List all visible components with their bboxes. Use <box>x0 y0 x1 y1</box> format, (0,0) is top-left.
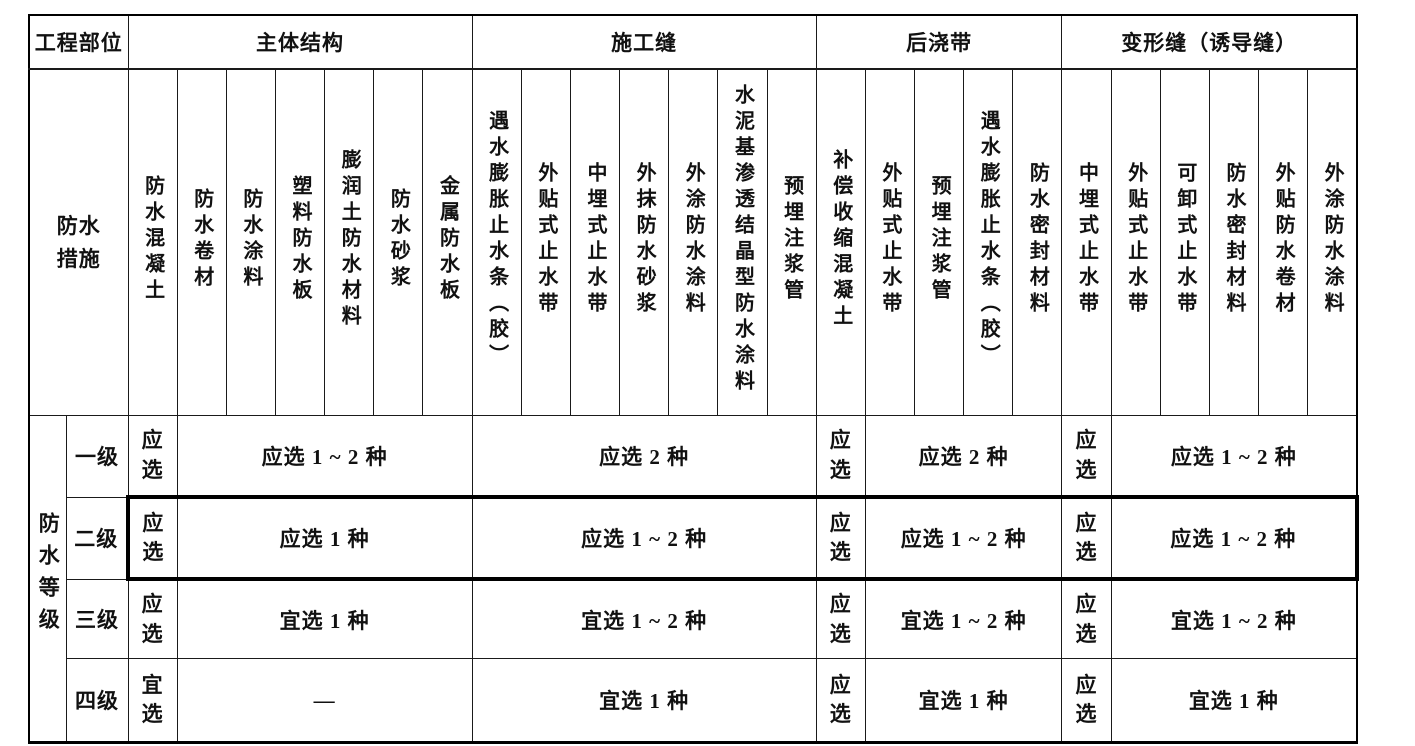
measure-column-header: 膨润土防水材料 <box>324 68 375 416</box>
measure-column-header: 外贴防水卷材 <box>1258 68 1309 416</box>
selection-cell: 应选 <box>127 578 178 659</box>
selection-cell: 应选 <box>1061 495 1112 581</box>
measure-header-row: 防水措施 防水混凝土 防水卷材 防水涂料 塑料防水板 膨润土防水材料 防水砂浆 … <box>28 68 1358 416</box>
measure-column-header: 防水密封材料 <box>1012 68 1063 416</box>
measure-column-header: 遇水膨胀止水条（胶） <box>471 68 522 416</box>
selection-cell: 应选 1 ~ 2 种 <box>471 495 817 581</box>
grade-row-4: 四级 宜选 — 宜选 1 种 应选 宜选 1 种 应选 宜选 1 种 <box>29 658 1358 743</box>
section-header-row: 工程部位 主体结构 施工缝 后浇带 变形缝（诱导缝） <box>28 14 1358 70</box>
measure-column-header: 水泥基渗透结晶型防水涂料 <box>717 68 768 416</box>
section-header-deformation-joint: 变形缝（诱导缝） <box>1061 14 1358 70</box>
selection-cell: 宜选 1 种 <box>864 658 1063 743</box>
selection-cell: 应选 2 种 <box>471 415 817 498</box>
measure-column-header: 防水混凝土 <box>127 68 178 416</box>
waterproofing-selection-table: 工程部位 主体结构 施工缝 后浇带 变形缝（诱导缝） 防水措施 防水混凝土 防水… <box>28 14 1359 744</box>
selection-cell: 应选 1 种 <box>176 495 473 581</box>
corner-waterproof-measures: 防水措施 <box>28 68 129 416</box>
selection-cell: 应选 <box>125 495 178 581</box>
grade-label: 二级 <box>65 496 129 580</box>
section-header-construction-joint: 施工缝 <box>471 14 817 70</box>
selection-cell: 应选 <box>127 415 178 498</box>
selection-cell: 应选 1 ~ 2 种 <box>176 415 473 498</box>
measure-column-header: 遇水膨胀止水条（胶） <box>963 68 1014 416</box>
measure-column-header: 塑料防水板 <box>274 68 326 416</box>
measures-label: 防水措施 <box>56 213 101 271</box>
grade-label: 四级 <box>65 658 129 743</box>
measure-column-header: 外涂防水涂料 <box>1307 68 1358 416</box>
section-header-post-cast-strip: 后浇带 <box>815 14 1063 70</box>
grade-label: 一级 <box>65 415 129 498</box>
measure-column-header: 防水砂浆 <box>373 68 424 416</box>
section-header-main-structure: 主体结构 <box>127 14 473 70</box>
measure-column-header: 防水密封材料 <box>1208 68 1260 416</box>
measure-column-header: 防水涂料 <box>225 68 276 416</box>
selection-cell: 应选 1 ~ 2 种 <box>864 495 1063 581</box>
grade-label: 三级 <box>65 578 129 659</box>
grade-row-1: 防水等级 一级 应选 应选 1 ~ 2 种 应选 2 种 应选 应选 2 种 应… <box>28 415 1358 743</box>
selection-cell: — <box>176 658 473 743</box>
measure-column-header: 可卸式止水带 <box>1159 68 1210 416</box>
measure-column-header: 预埋注浆管 <box>766 68 817 416</box>
selection-cell: 应选 <box>1061 578 1112 659</box>
selection-cell: 应选 1 ~ 2 种 <box>1110 495 1359 581</box>
measure-column-header: 预埋注浆管 <box>913 68 965 416</box>
measure-column-header: 补偿收缩混凝土 <box>815 68 866 416</box>
selection-cell: 宜选 <box>127 658 178 743</box>
selection-cell: 宜选 1 种 <box>176 578 473 659</box>
selection-cell: 宜选 1 ~ 2 种 <box>471 578 817 659</box>
selection-cell: 应选 <box>1061 415 1112 498</box>
selection-cell: 应选 1 ~ 2 种 <box>1110 415 1358 498</box>
grade-axis-label: 防水等级 <box>28 415 67 743</box>
measure-column-header: 金属防水板 <box>422 68 473 416</box>
selection-cell: 宜选 1 ~ 2 种 <box>1110 578 1358 659</box>
grade-row-3: 三级 应选 宜选 1 种 宜选 1 ~ 2 种 应选 宜选 1 ~ 2 种 应选… <box>29 578 1358 659</box>
selection-cell: 应选 2 种 <box>864 415 1063 498</box>
selection-cell: 宜选 1 种 <box>1110 658 1358 743</box>
selection-cell: 应选 <box>1061 658 1112 743</box>
corner-engineering-part: 工程部位 <box>28 14 129 70</box>
selection-cell: 应选 <box>815 495 866 581</box>
selection-cell: 宜选 1 ~ 2 种 <box>864 578 1063 659</box>
measure-column-header: 外贴式止水带 <box>520 68 571 416</box>
selection-cell: 宜选 1 种 <box>471 658 817 743</box>
selection-cell: 应选 <box>815 415 866 498</box>
measure-column-header: 外抹防水砂浆 <box>619 68 670 416</box>
measure-column-header: 中埋式止水带 <box>1061 68 1112 416</box>
selection-cell: 应选 <box>815 578 866 659</box>
highlighted-row: 二级 应选 应选 1 种 应选 1 ~ 2 种 应选 应选 1 ~ 2 种 应选… <box>29 495 1359 581</box>
measure-column-header: 中埋式止水带 <box>569 68 621 416</box>
measure-column-header: 外贴式止水带 <box>864 68 916 416</box>
selection-cell: 应选 <box>815 658 866 743</box>
measure-column-header: 外贴式止水带 <box>1110 68 1161 416</box>
measure-column-header: 防水卷材 <box>176 68 227 416</box>
measure-column-header: 外涂防水涂料 <box>668 68 719 416</box>
